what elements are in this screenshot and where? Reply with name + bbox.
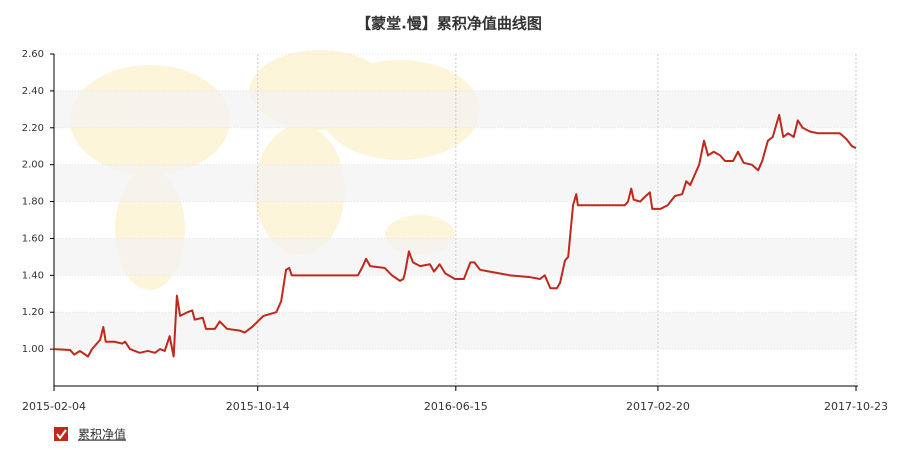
y-tick-label: 2.20 [22, 123, 44, 134]
legend-check [56, 429, 67, 440]
line-series [53, 113, 857, 358]
band [54, 238, 856, 276]
y-tick-label: 2.00 [22, 160, 44, 171]
x-tick-label: 2016-06-15 [424, 400, 488, 413]
band [54, 312, 856, 350]
y-tick-label: 2.60 [22, 49, 44, 60]
legend[interactable]: 累积净值 [54, 427, 126, 442]
x-tick-label: 2017-10-23 [824, 400, 888, 413]
y-tick-label: 2.40 [22, 86, 44, 97]
x-tick-label: 2015-02-04 [22, 400, 86, 413]
band [54, 90, 856, 128]
y-tick-label: 1.80 [22, 197, 44, 208]
legend-checkbox[interactable] [54, 427, 68, 441]
y-tick-label: 1.20 [22, 307, 44, 318]
band [54, 164, 856, 202]
plot-area: 1.00 1.20 1.40 1.60 1.80 2.00 2.20 2.40 2.60 2015… [22, 49, 888, 413]
x-tick-label: 2017-02-20 [626, 400, 690, 413]
legend-label[interactable]: 累积净值 [78, 427, 126, 442]
y-tick-label: 1.40 [22, 270, 44, 281]
y-tick-label: 1.00 [22, 344, 44, 355]
chart-title: 【蒙堂.慢】累积净值曲线图 [356, 15, 542, 33]
x-tick-label: 2015-10-14 [226, 400, 290, 413]
y-tick-label: 1.60 [22, 233, 44, 244]
